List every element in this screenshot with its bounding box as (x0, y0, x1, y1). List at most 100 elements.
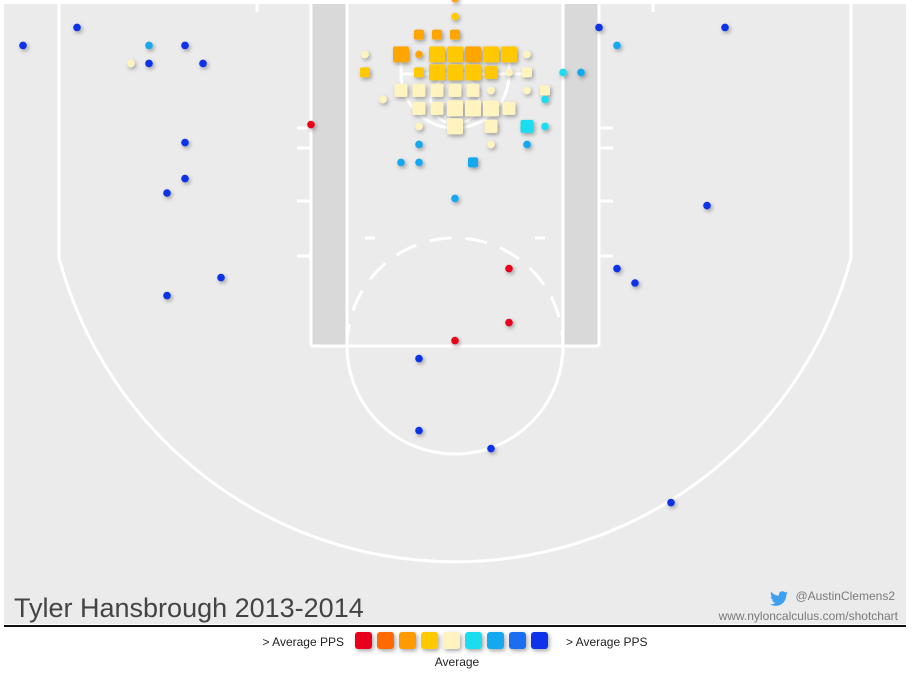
shot-dot (397, 158, 405, 167)
shot-zone-square (483, 100, 499, 117)
shot-dot (19, 41, 27, 50)
shot-dot (199, 59, 207, 68)
court-lines (57, 4, 853, 564)
shot-dot (379, 95, 387, 104)
shot-dot (415, 50, 423, 59)
shot-dot (361, 50, 369, 59)
shot-zone-square (465, 46, 481, 63)
shot-zone-square (448, 83, 462, 97)
shot-dot (703, 201, 711, 210)
shot-zone-square (412, 83, 426, 97)
shot-dot (307, 120, 315, 129)
shot-dot (415, 122, 423, 131)
shot-dot (451, 12, 459, 21)
shot-zone-square (540, 85, 550, 96)
shot-dot (217, 273, 225, 282)
shot-dot (181, 41, 189, 50)
shot-dot (559, 68, 567, 77)
shot-dot (181, 138, 189, 147)
legend (355, 632, 548, 649)
legend-swatch (487, 632, 504, 649)
legend-right-label: > Average PPS (566, 635, 648, 649)
shot-markers (19, 0, 729, 507)
shot-zone-square (466, 83, 480, 97)
shot-zone-square (414, 29, 424, 40)
shot-zone-square (360, 67, 370, 78)
shot-dot (631, 279, 639, 287)
shot-dot (415, 426, 423, 435)
shot-zone-square (429, 64, 445, 81)
shot-dot (451, 336, 459, 345)
shot-dot (577, 68, 585, 77)
shot-dot (505, 318, 513, 327)
shot-dot (487, 140, 495, 149)
twitter-handle: @AustinClemens2 (795, 589, 895, 603)
shot-dot (163, 291, 171, 300)
shot-dot (541, 122, 549, 131)
shot-zone-square (430, 83, 444, 97)
shot-dot (415, 158, 423, 167)
credits: @AustinClemens2 www.nyloncalculus.com/sh… (718, 589, 899, 623)
shot-dot (127, 59, 135, 68)
shot-dot (523, 50, 531, 59)
chart-title: Tyler Hansbrough 2013-2014 (14, 593, 364, 623)
shot-zone-square (447, 118, 463, 135)
shot-zone-square (412, 101, 426, 115)
shot-zone-square (520, 119, 534, 133)
credit-url: www.nyloncalculus.com/shotchart (718, 609, 899, 623)
shot-zone-square (393, 46, 409, 63)
shot-zone-square (465, 64, 481, 81)
twitter-bird-icon (769, 591, 789, 606)
shot-dot (613, 264, 621, 273)
shot-zone-square (414, 67, 424, 78)
legend-swatch (443, 632, 460, 649)
shot-zone-square (429, 46, 445, 63)
legend-swatch (399, 632, 416, 649)
shot-dot (523, 86, 531, 95)
shot-zone-square (468, 157, 478, 168)
shot-dot (721, 23, 729, 32)
shot-dot (613, 41, 621, 50)
shot-zone-square (465, 100, 481, 117)
shot-dot (667, 498, 675, 507)
legend-left-label: > Average PPS (262, 635, 344, 649)
legend-swatch (355, 632, 372, 649)
shot-dot (487, 444, 495, 453)
court-background (4, 4, 906, 624)
shot-dot (541, 95, 549, 104)
legend-swatch (421, 632, 438, 649)
shot-dot (595, 23, 603, 32)
shot-dot (451, 194, 459, 203)
shot-zone-square (501, 46, 517, 63)
shot-dot (73, 23, 81, 32)
shot-zone-square (502, 101, 516, 115)
shot-zone-square (450, 29, 460, 40)
shot-dot (505, 264, 513, 273)
shot-zone-square (484, 119, 498, 133)
shot-dot (415, 354, 423, 363)
legend-swatch (509, 632, 526, 649)
shot-dot (163, 189, 171, 197)
shot-zone-square (484, 65, 498, 79)
shot-dot (523, 140, 531, 149)
legend-center-label: Average (435, 655, 480, 669)
shot-dot (415, 140, 423, 149)
shot-dot (451, 0, 459, 3)
shot-zone-square (483, 46, 499, 63)
legend-swatch (531, 632, 548, 649)
shot-zone-square (394, 83, 408, 97)
shot-zone-square (430, 101, 444, 115)
shot-dot (145, 41, 153, 50)
legend-swatch (377, 632, 394, 649)
shot-zone-square (447, 100, 463, 117)
shot-dot (145, 59, 153, 68)
shot-dot (505, 68, 513, 77)
shot-zone-square (447, 46, 463, 63)
shot-dot (181, 174, 189, 183)
shot-dot (487, 86, 495, 95)
shot-zone-square (447, 64, 463, 81)
shot-zone-square (432, 29, 442, 40)
legend-swatch (465, 632, 482, 649)
shot-zone-square (522, 67, 532, 78)
